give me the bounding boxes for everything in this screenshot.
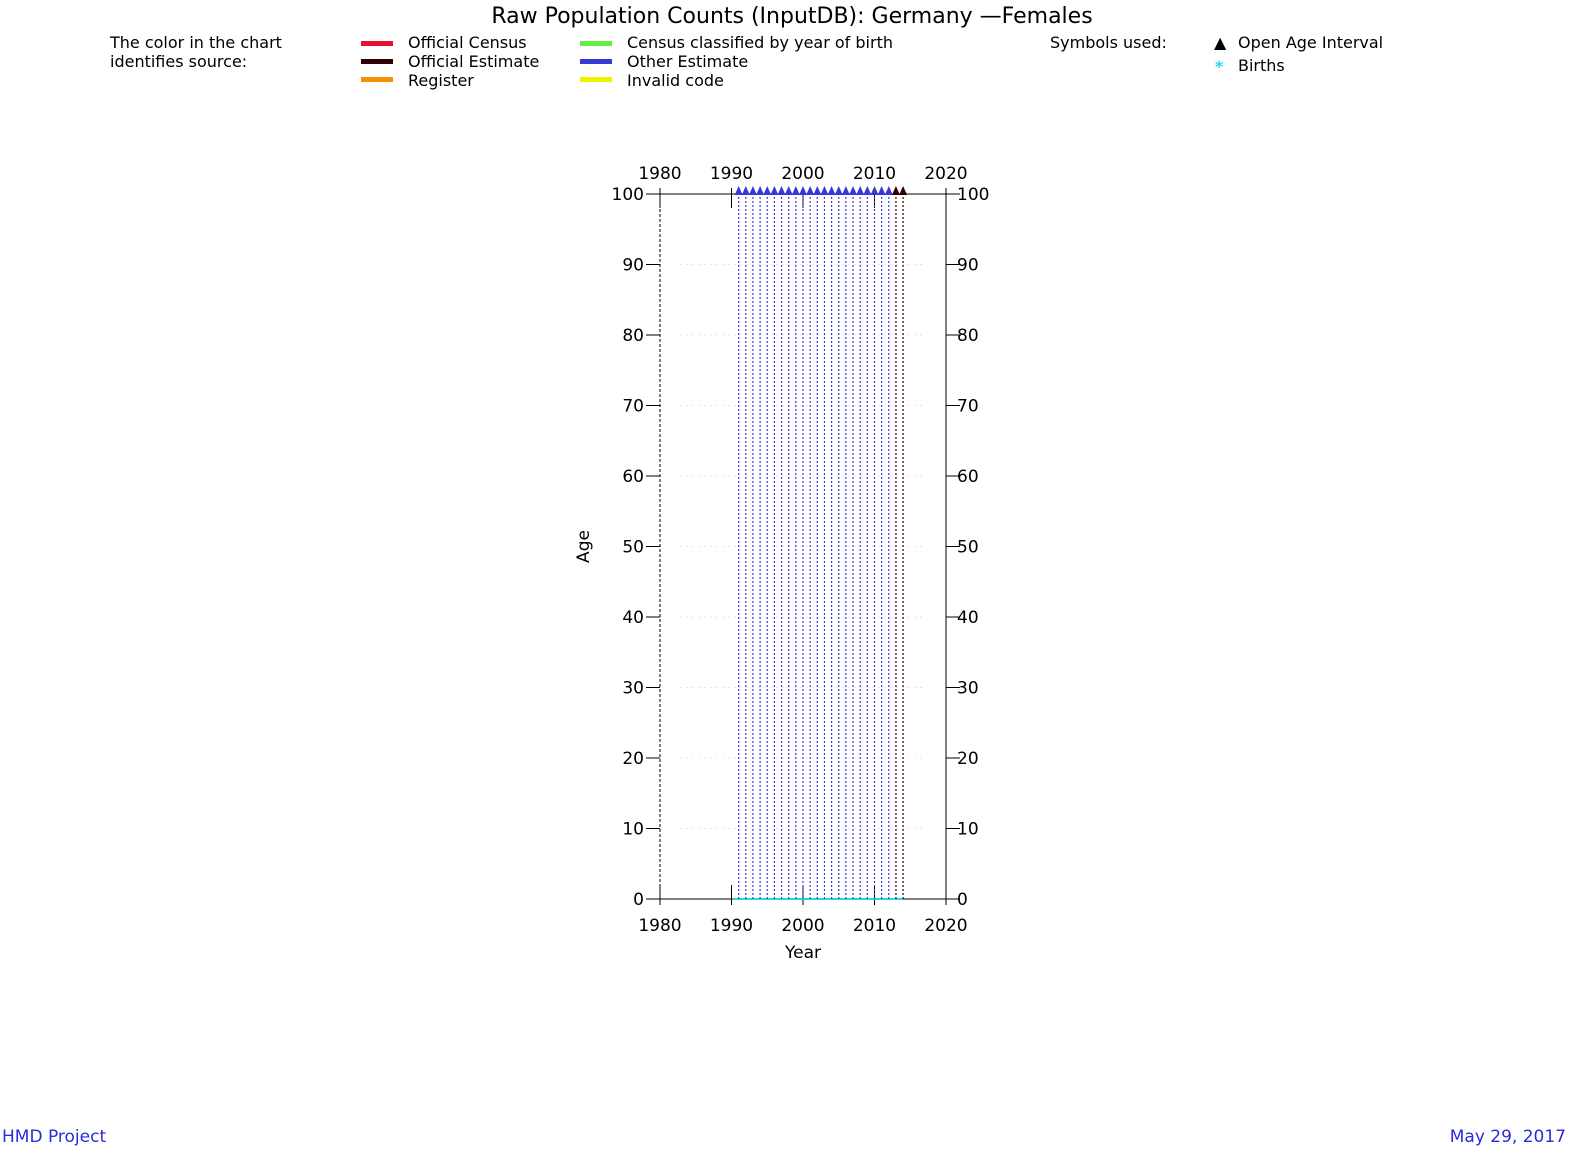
series-0-open-age-marker-1997 — [777, 186, 786, 195]
series-0-open-age-marker-2005 — [834, 186, 843, 195]
y-tick-label-left-100: 100 — [612, 185, 644, 205]
x-tick-label-bottom-1980: 1980 — [638, 916, 681, 936]
y-tick-label-left-90: 90 — [622, 256, 644, 276]
x-tick-label-bottom-2010: 2010 — [853, 916, 896, 936]
series-1-open-age-marker-2014 — [899, 186, 908, 195]
series-0-open-age-marker-2010 — [870, 186, 879, 195]
series-0-open-age-marker-1994 — [756, 186, 765, 195]
y-tick-label-left-80: 80 — [622, 326, 644, 346]
series-1-open-age-marker-2013 — [891, 186, 900, 195]
legend-swatch-register — [361, 77, 393, 82]
legend-swatch-census-by-birth — [580, 41, 612, 46]
legend-label-register: Register — [408, 71, 474, 90]
y-tick-label-left-40: 40 — [622, 608, 644, 628]
chart-title: Raw Population Counts (InputDB): Germany… — [491, 4, 1093, 29]
x-tick-label-top-2010: 2010 — [853, 164, 896, 184]
x-tick-label-bottom-2020: 2020 — [924, 916, 967, 936]
series-0-open-age-marker-2008 — [856, 186, 865, 195]
footer-hmd-project[interactable]: HMD Project — [2, 1127, 107, 1147]
x-tick-label-top-1990: 1990 — [710, 164, 753, 184]
legend-swatch-official-census — [361, 41, 393, 46]
legend-swatch-other-estimate — [580, 59, 612, 64]
y-tick-label-right-90: 90 — [957, 256, 979, 276]
legend-label-invalid-code: Invalid code — [627, 71, 724, 90]
y-tick-label-right-50: 50 — [957, 538, 979, 558]
y-tick-label-left-50: 50 — [622, 538, 644, 558]
legend-swatch-invalid-code — [580, 77, 612, 82]
y-tick-label-right-60: 60 — [957, 467, 979, 487]
series-0-open-age-marker-1999 — [791, 186, 800, 195]
legend-label-other-estimate: Other Estimate — [627, 52, 749, 71]
y-tick-label-right-0: 0 — [957, 890, 968, 910]
y-tick-label-left-10: 10 — [622, 820, 644, 840]
series-0-open-age-marker-1993 — [748, 186, 757, 195]
series-0-open-age-marker-2009 — [863, 186, 872, 195]
legend-label-official-census: Official Census — [408, 33, 527, 52]
series-0-open-age-marker-2012 — [884, 186, 893, 195]
series-0-open-age-marker-1996 — [770, 186, 779, 195]
y-tick-label-right-30: 30 — [957, 679, 979, 699]
legend-label-census-by-birth: Census classified by year of birth — [627, 33, 893, 52]
legend-label-open-age-interval: Open Age Interval — [1238, 33, 1384, 52]
series-0-open-age-marker-2003 — [820, 186, 829, 195]
series-0-open-age-marker-2001 — [806, 186, 815, 195]
y-tick-label-right-40: 40 — [957, 608, 979, 628]
series-0-open-age-marker-2011 — [877, 186, 886, 195]
y-axis-label: Age — [574, 530, 594, 563]
y-tick-label-right-10: 10 — [957, 820, 979, 840]
x-tick-label-bottom-1990: 1990 — [710, 916, 753, 936]
series-0-open-age-marker-1991 — [734, 186, 743, 195]
series-0-open-age-marker-2006 — [841, 186, 850, 195]
x-tick-label-top-2000: 2000 — [781, 164, 824, 184]
series-0-open-age-marker-2000 — [799, 186, 807, 195]
footer-date: May 29, 2017 — [1449, 1127, 1566, 1147]
legend-swatch-official-estimate — [361, 59, 393, 64]
series-0-open-age-marker-2002 — [813, 186, 822, 195]
open-age-triangle-icon: ▲ — [1214, 33, 1227, 52]
series-0-open-age-marker-1995 — [763, 186, 772, 195]
series-0-open-age-marker-2004 — [827, 186, 836, 195]
y-tick-label-left-70: 70 — [622, 397, 644, 417]
x-tick-label-bottom-2000: 2000 — [781, 916, 824, 936]
x-tick-label-top-1980: 1980 — [638, 164, 681, 184]
y-tick-label-left-0: 0 — [633, 890, 644, 910]
y-tick-label-left-30: 30 — [622, 679, 644, 699]
y-tick-label-left-20: 20 — [622, 749, 644, 769]
y-tick-label-left-60: 60 — [622, 467, 644, 487]
symbols-label: Symbols used: — [1050, 33, 1167, 52]
y-tick-label-right-100: 100 — [957, 185, 989, 205]
series-0-open-age-marker-1998 — [784, 186, 793, 195]
x-tick-label-top-2020: 2020 — [924, 164, 967, 184]
x-axis-label: Year — [784, 943, 821, 963]
y-tick-label-right-70: 70 — [957, 397, 979, 417]
y-tick-label-right-20: 20 — [957, 749, 979, 769]
series-0-open-age-marker-1992 — [741, 186, 750, 195]
legend-label-official-estimate: Official Estimate — [408, 52, 540, 71]
y-tick-label-right-80: 80 — [957, 326, 979, 346]
births-asterisk-icon: * — [1215, 57, 1224, 76]
legend-label-births: Births — [1238, 56, 1285, 75]
color-note: The color in the chart identifies source… — [110, 33, 282, 71]
series-0-open-age-marker-2007 — [849, 186, 858, 195]
